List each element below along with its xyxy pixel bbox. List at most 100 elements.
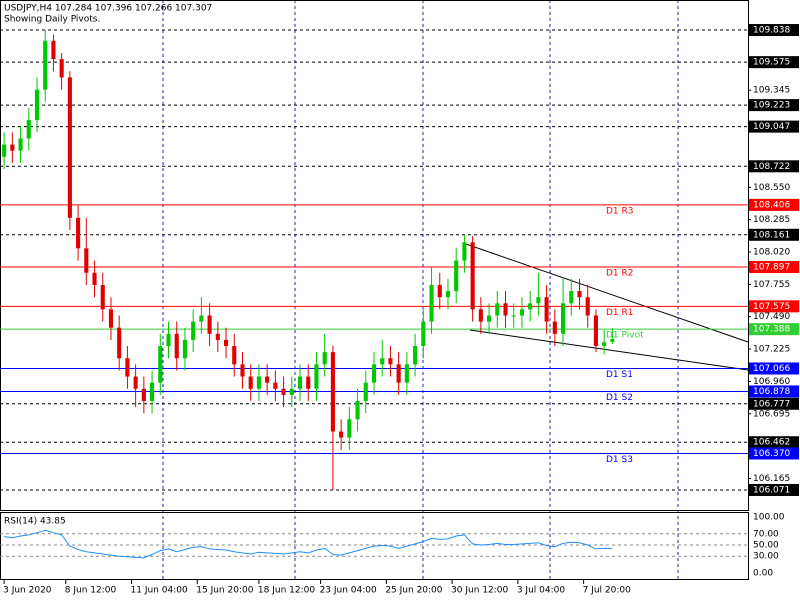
price-box-label: 106.071 [753,485,790,495]
price-box-label: 109.838 [753,26,790,36]
candle-body [437,284,442,298]
x-tick-label: 23 Jun 04:00 [320,586,377,596]
candle-body [536,297,541,304]
candle-body [26,120,31,139]
trendline [462,242,749,343]
y-tick-label: 108.285 [753,215,790,225]
pivot-name: D1 R2 [606,269,634,279]
main-pane [0,0,749,511]
candle-body [232,346,237,365]
candle-body [281,388,286,395]
candle-body [445,291,451,298]
candle-body [125,358,130,377]
candle-body [470,242,475,310]
candle-body [256,376,261,389]
candle-body [322,352,327,365]
price-box-label: 109.047 [753,122,790,132]
candle-body [544,297,549,322]
pivot-name: D1 R1 [606,308,634,318]
vertical-grid [162,0,679,580]
candle-body [100,284,105,310]
candle-body [34,89,40,121]
candle-body [207,315,212,334]
price-box [749,99,799,112]
candle-body [117,327,122,359]
candle-body [528,303,533,310]
pivot-value: 106.878 [753,387,790,397]
candle-body [76,217,81,249]
candle-body [380,358,385,365]
price-box-label: 109.223 [753,101,790,111]
price-box [749,397,799,410]
candle-body [363,382,368,401]
candle-body [429,284,434,322]
pivot-box [749,385,799,398]
candle-body [240,364,245,377]
pivot-value: 107.575 [753,302,790,312]
pivot-value: 107.066 [753,364,790,374]
y-tick-label: 106.165 [753,474,790,484]
candle-body [67,77,72,218]
candle-body [454,260,459,292]
pivot-box [749,300,799,313]
candle-body [59,59,64,78]
y-tick-label: 106.695 [753,409,790,419]
candle-body [355,400,360,420]
candle-body [413,346,418,365]
candle-body [133,376,138,389]
rsi-pane [0,512,749,580]
candle-body [610,339,615,342]
x-tick-label: 25 Jun 20:00 [385,586,442,596]
candle-body [495,303,500,316]
y-tick-label: 107.225 [753,345,790,355]
candle-body [273,382,278,389]
x-tick-label: 3 Jul 04:00 [517,586,566,596]
candle-body [593,315,598,347]
price-box [749,56,799,69]
price-box [749,228,799,241]
x-tick-label: 30 Jun 12:00 [451,586,508,596]
candle-body [199,315,204,322]
candle-body [371,364,377,383]
price-box [749,436,799,449]
price-box [749,120,799,133]
candle-body [421,321,426,347]
rsi-tick-label: 0.00 [753,569,773,579]
candle-body [18,138,23,151]
pivot-box [749,447,799,460]
candle-body [306,376,311,389]
price-box-label: 108.722 [753,162,790,172]
candle-body [84,248,89,273]
candle-body [478,309,483,322]
pivot-box [749,198,799,211]
rsi-title: RSI(14) 43.85 [4,517,66,527]
y-tick-label: 108.020 [753,248,790,258]
candle-body [602,342,607,347]
y-tick-label: 107.755 [753,280,790,290]
candle-body [577,291,582,298]
x-tick-label: 15 Jun 20:00 [196,586,253,596]
candle-body [43,40,48,90]
rsi-tick-label: 70.00 [753,529,779,539]
candle-body [503,303,508,316]
rsi-tick-label: 50.00 [753,541,779,551]
pivot-value: 107.897 [753,263,790,273]
candle-body [487,315,492,322]
candle-body [191,321,196,340]
y-tick-label: 108.550 [753,183,790,193]
pivot-name: D1 S3 [606,455,633,465]
candle-body [92,272,97,285]
price-box [749,24,799,37]
chart-subtitle: Showing Daily Pivots. [4,15,100,25]
pivot-box [749,362,799,375]
candle-body [215,333,220,340]
rsi-line [4,529,613,559]
candle-body [297,376,303,389]
candle-body [2,144,7,157]
candle-body [347,419,352,438]
rsi-tick-label: 100.00 [753,513,785,523]
y-tick-label: 106.960 [753,377,790,387]
candle-body [166,333,171,347]
